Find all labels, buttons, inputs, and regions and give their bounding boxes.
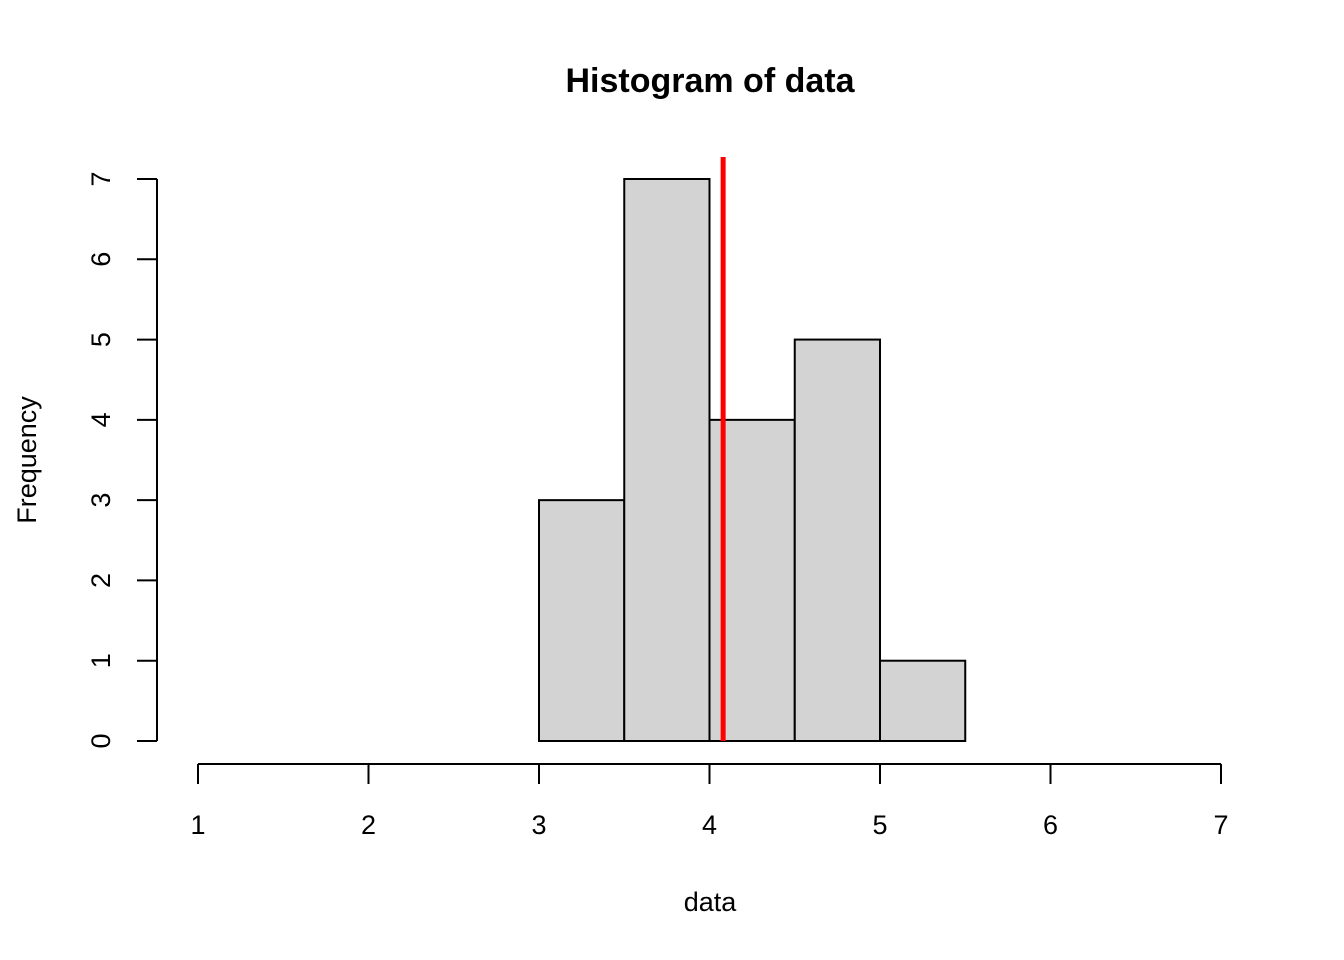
y-tick-label: 4 — [86, 412, 116, 427]
chart-title: Histogram of data — [565, 62, 855, 100]
histogram-bar-1 — [538, 499, 626, 742]
y-tick-label: 5 — [86, 332, 116, 347]
x-tick-label: 5 — [872, 810, 887, 840]
bars-group — [538, 178, 967, 743]
x-tick-label: 1 — [190, 810, 205, 840]
y-tick-label: 1 — [86, 653, 116, 668]
y-tick-label: 7 — [86, 171, 116, 186]
x-axis: 1 2 3 4 5 6 7 — [190, 763, 1229, 840]
histogram-bar-5 — [879, 659, 967, 743]
x-axis-label: data — [684, 887, 738, 917]
x-tick-label: 3 — [531, 810, 546, 840]
y-tick-label: 3 — [86, 493, 116, 508]
y-tick-label: 0 — [86, 733, 116, 748]
y-tick-label: 2 — [86, 573, 116, 588]
x-tick-label: 6 — [1043, 810, 1058, 840]
y-tick-label: 6 — [86, 252, 116, 267]
histogram-bar-2 — [623, 178, 711, 742]
x-tick-label: 2 — [361, 810, 376, 840]
y-axis: 0 1 2 3 4 5 6 7 — [86, 171, 158, 749]
x-tick-label: 4 — [702, 810, 717, 840]
x-tick-label: 7 — [1213, 810, 1228, 840]
y-axis-label: Frequency — [12, 396, 42, 524]
histogram-bar-4 — [793, 338, 881, 742]
